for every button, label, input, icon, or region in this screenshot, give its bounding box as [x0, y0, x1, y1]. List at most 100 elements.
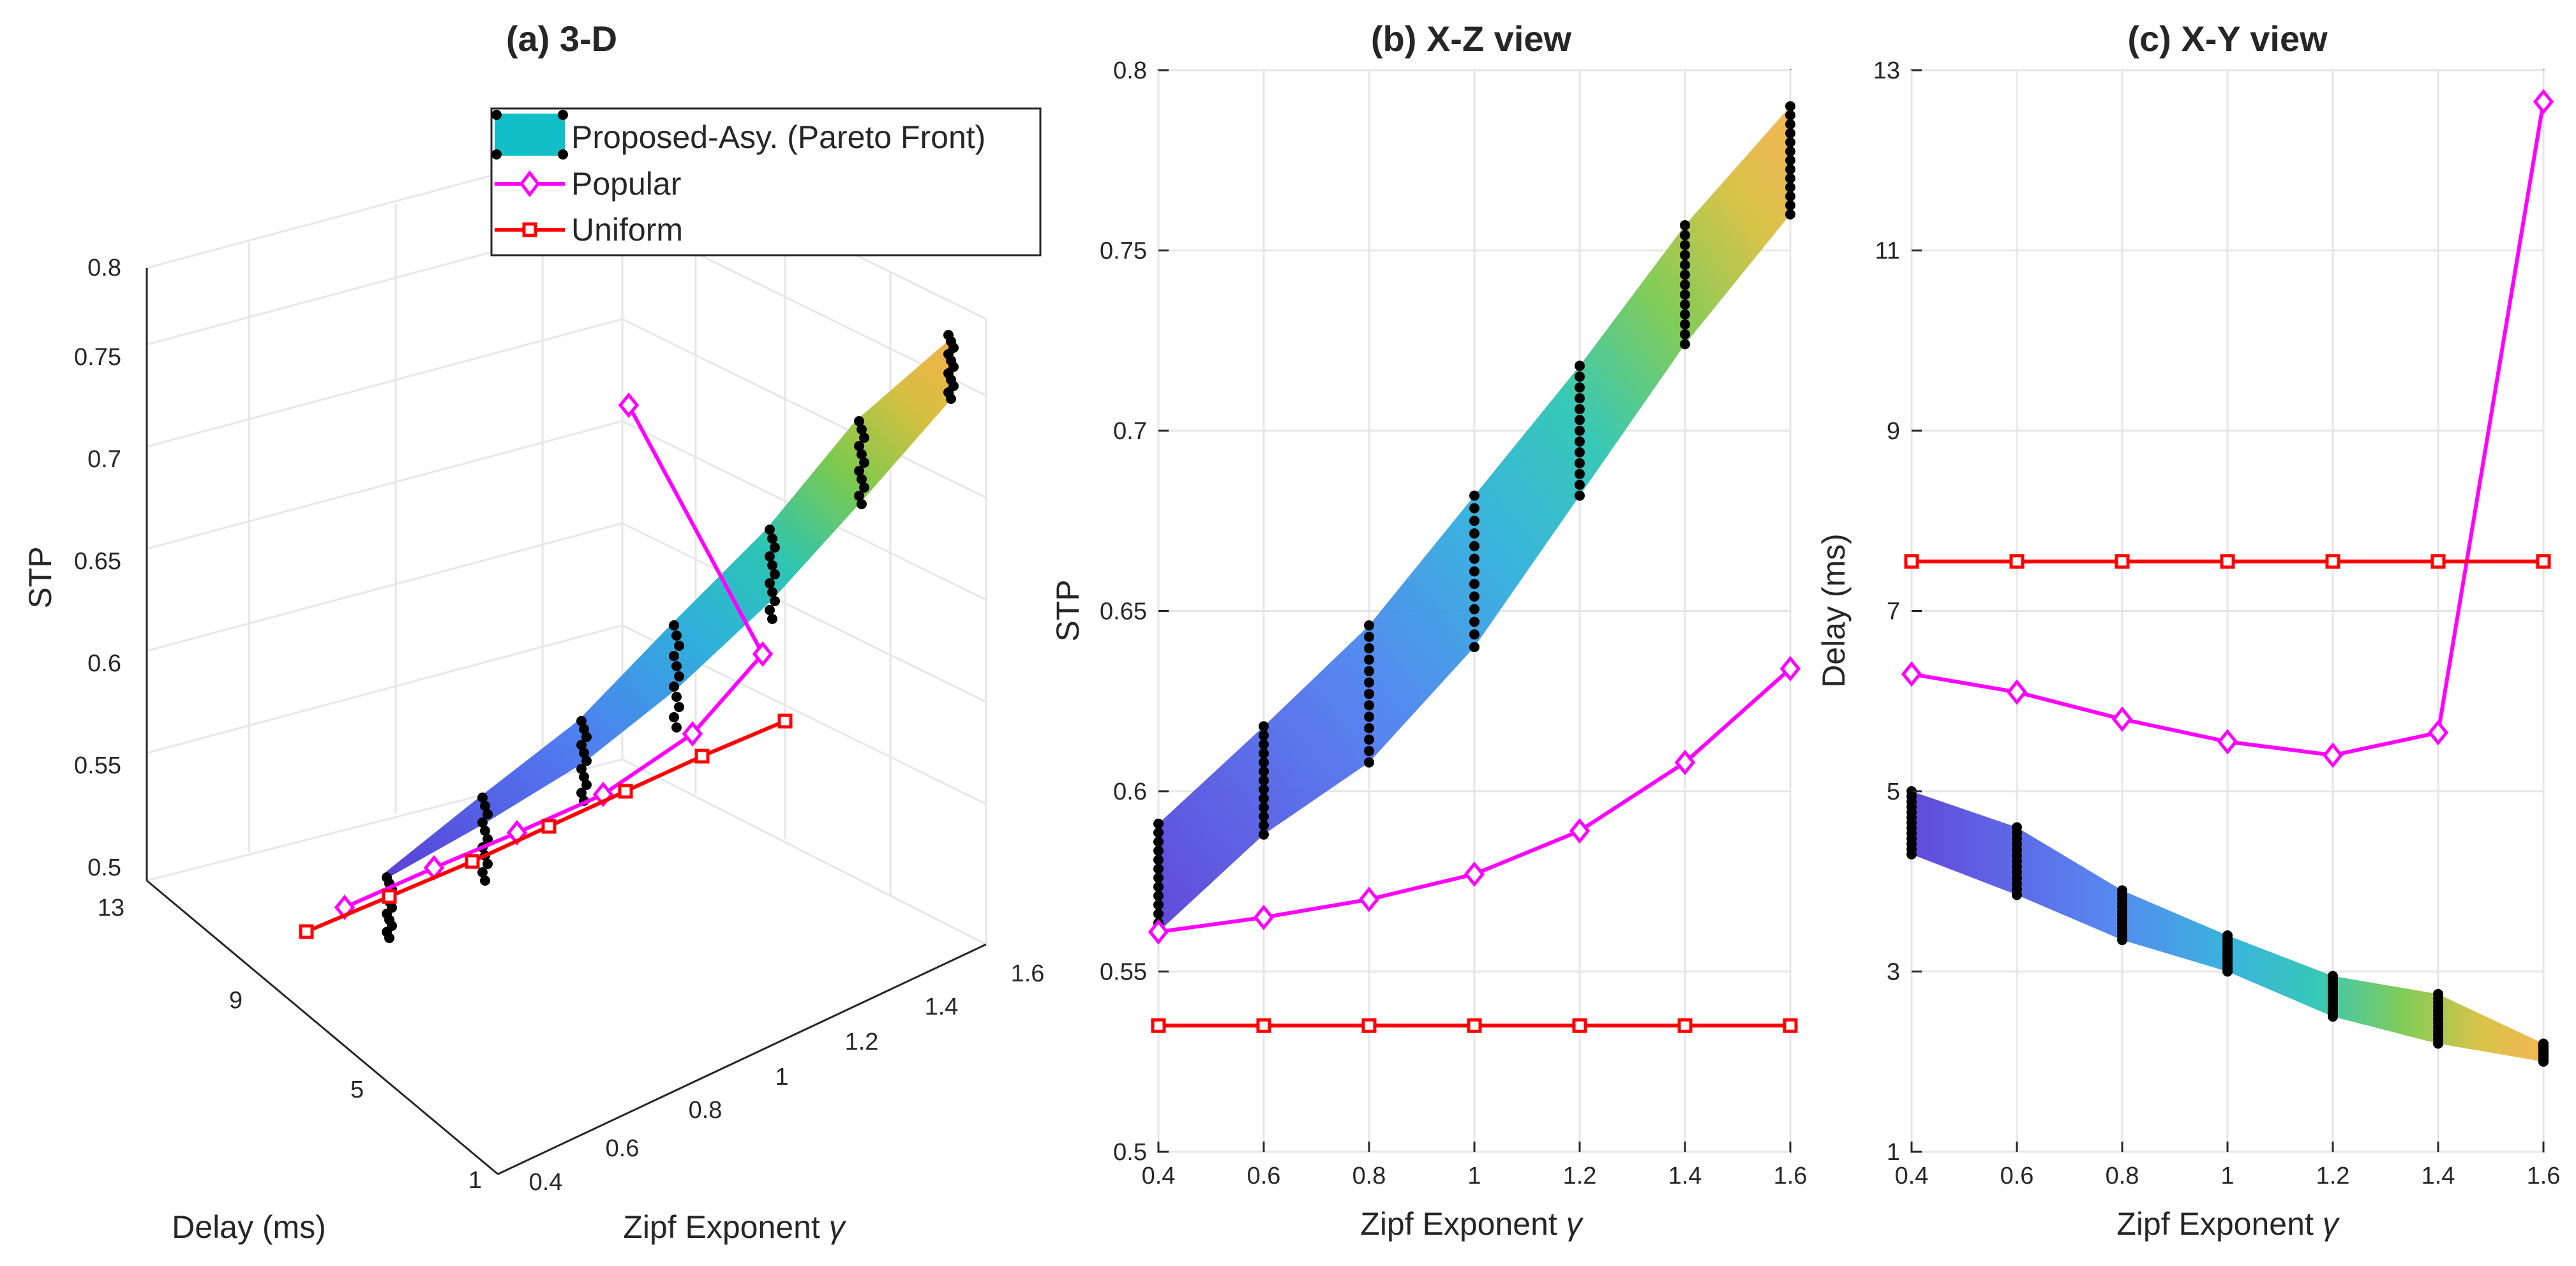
pareto-point	[1469, 629, 1479, 640]
pareto-point	[1259, 748, 1269, 759]
pareto-point	[1785, 101, 1795, 112]
pareto-point	[1364, 666, 1374, 676]
z-tick: 0.65	[74, 548, 121, 575]
y-tick-label: 3	[1887, 959, 1900, 986]
panel-c-title: (c) X-Y view	[2127, 19, 2328, 59]
pareto-point-3d	[854, 416, 864, 426]
y-tick-label: 13	[1873, 57, 1900, 84]
z-tick: 0.55	[74, 752, 121, 779]
x-tick-label: 1	[2220, 1163, 2234, 1189]
pareto-point	[1469, 553, 1479, 564]
popular-marker	[1148, 919, 1169, 945]
pareto-point	[1575, 371, 1585, 382]
y-tick: 5	[350, 1076, 364, 1103]
panel-a-title: (a) 3-D	[506, 19, 617, 59]
uniform-marker	[2325, 554, 2340, 569]
pareto-point	[2222, 930, 2233, 941]
pareto-point	[1469, 490, 1479, 501]
popular-marker-3d	[618, 392, 640, 418]
y-tick-label: 0.7	[1113, 418, 1147, 445]
x-tick: 0.8	[689, 1097, 723, 1124]
popular-marker	[1779, 655, 1801, 681]
pareto-point	[1469, 528, 1479, 539]
x-tick-label: 0.6	[2000, 1163, 2034, 1189]
x-tick-label: 0.8	[2106, 1163, 2139, 1189]
y-tick-label: 0.8	[1113, 57, 1147, 84]
pareto-point	[1680, 220, 1690, 230]
pareto-point-3d	[669, 712, 679, 722]
panel-xy: (c) X-Y view 0.4 0.6 0.8 1 1.2 1.4 1.6 1357911…	[1816, 19, 2560, 1242]
uniform-marker-3d	[382, 889, 397, 904]
pareto-point	[1680, 289, 1690, 300]
pareto-point	[1259, 730, 1269, 741]
x-tick-label: 1.2	[1563, 1163, 1597, 1189]
pareto-front-surface-3d	[383, 338, 954, 881]
popular-marker	[1569, 818, 1591, 844]
pareto-point-3d	[581, 756, 592, 766]
panel-a-grid	[146, 139, 987, 946]
pareto-point-3d	[767, 614, 777, 624]
uniform-marker	[2220, 554, 2235, 569]
pareto-point-3d	[480, 875, 490, 886]
pareto-point-3d	[669, 651, 679, 661]
pareto-point	[1259, 757, 1269, 768]
pareto-point-3d	[671, 692, 682, 702]
pareto-point	[1153, 909, 1164, 920]
pareto-point	[1364, 643, 1374, 653]
pareto-point-3d	[483, 859, 493, 869]
pareto-point	[1785, 173, 1795, 184]
uniform-marker-3d	[299, 924, 314, 939]
panel-a-series	[299, 392, 793, 939]
pareto-point	[1364, 654, 1374, 665]
y-tick-label: 0.75	[1100, 238, 1147, 265]
y-tick-label: 1	[1887, 1139, 1900, 1166]
pareto-point	[1153, 827, 1164, 838]
pareto-point	[1469, 604, 1479, 614]
pareto-point	[1575, 447, 1585, 458]
y-tick-label: 11	[1875, 238, 1900, 265]
popular-marker	[2322, 742, 2344, 768]
pareto-point	[1575, 490, 1585, 501]
panel-b-x-ticks: 0.4 0.6 0.8 1 1.2 1.4 1.6	[1142, 1142, 1807, 1189]
pareto-point-3d	[770, 569, 780, 579]
pareto-point	[1364, 723, 1374, 734]
y-tick-label: 0.5	[1113, 1139, 1147, 1166]
panel-3d: (a) 3-D 0.5 0.55 0.6 0.65 0.7 0.75 0.8	[22, 19, 1044, 1245]
panel-c-x-label: Zipf Exponent γ	[2116, 1206, 2340, 1242]
uniform-marker	[1256, 1018, 1271, 1033]
uniform-marker-3d	[541, 819, 557, 834]
pareto-point-3d	[579, 748, 589, 758]
pareto-point-3d	[859, 458, 869, 468]
pareto-point	[1785, 110, 1795, 121]
pareto-point	[1680, 269, 1690, 280]
panel-a-x-ticks: 0.4 0.6 0.8 1 1.2 1.4 1.6	[529, 960, 1045, 1196]
popular-marker-3d	[752, 641, 774, 667]
pareto-point	[1469, 566, 1479, 577]
y-tick: 9	[229, 987, 243, 1014]
pareto-point-3d	[477, 793, 488, 803]
z-tick: 0.6	[87, 650, 121, 677]
panel-c-front-band	[1912, 791, 2543, 1062]
x-tick-label: 1.4	[1668, 1163, 1702, 1189]
panel-c-front-points	[1906, 786, 2549, 1067]
panel-c-x-ticks: 0.4 0.6 0.8 1 1.2 1.4 1.6	[1895, 1142, 2560, 1189]
pareto-point-3d	[767, 587, 777, 597]
pareto-point	[1469, 516, 1479, 526]
pareto-point	[1153, 845, 1164, 856]
legend-label-uniform: Uniform	[571, 212, 683, 248]
panel-b-series	[1148, 655, 1801, 1033]
pareto-point-3d	[854, 466, 864, 476]
pareto-point	[1364, 677, 1374, 688]
popular-marker	[1253, 904, 1275, 930]
uniform-marker	[1572, 1018, 1587, 1033]
pareto-point	[1575, 393, 1585, 404]
pareto-point-3d	[674, 702, 684, 712]
popular-marker	[1464, 861, 1485, 887]
pareto-point-3d	[579, 771, 589, 782]
pareto-point-3d	[946, 394, 956, 404]
legend-label-popular: Popular	[571, 166, 681, 202]
pareto-point	[1259, 829, 1269, 840]
pareto-point	[1259, 784, 1269, 795]
x-tick-label: 0.6	[1247, 1163, 1281, 1189]
